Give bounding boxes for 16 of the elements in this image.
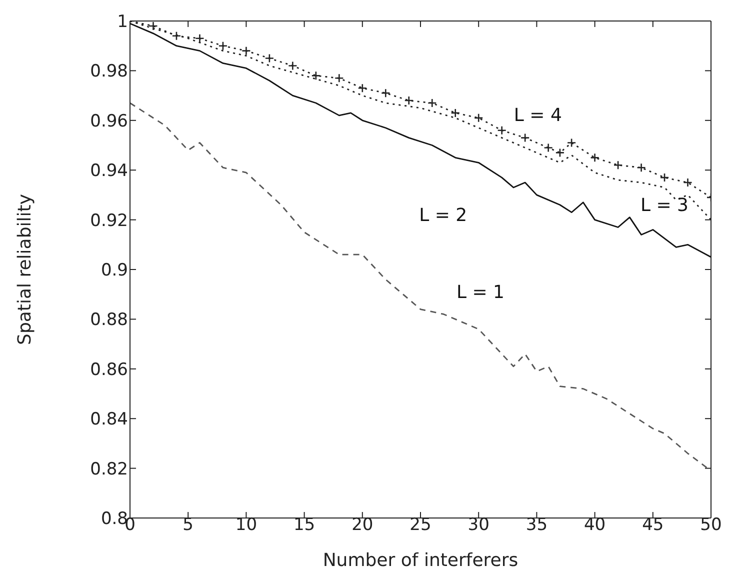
series-label: L = 4 [514,105,562,126]
y-tick-label: 0.82 [90,459,128,480]
x-axis-title: Number of interferers [322,550,518,571]
series-label: L = 3 [640,194,689,216]
y-tick-label: 0.92 [90,210,128,231]
y-tick-label: 0.88 [90,310,128,330]
y-tick-label: 0.94 [90,161,128,182]
y-tick-label: 0.86 [90,360,128,380]
text: L = 2 [419,204,468,226]
y-tick-label: 0.96 [90,111,128,132]
y-tick-label: 0.98 [90,62,128,82]
y-tick-label: 0.9 [100,260,128,281]
y-tick-label: 1 [117,12,128,32]
y-axis-title: Spatial reliability [14,194,36,345]
y-tick-label: 0.84 [90,410,128,430]
series-label: L = 1 [456,282,504,303]
